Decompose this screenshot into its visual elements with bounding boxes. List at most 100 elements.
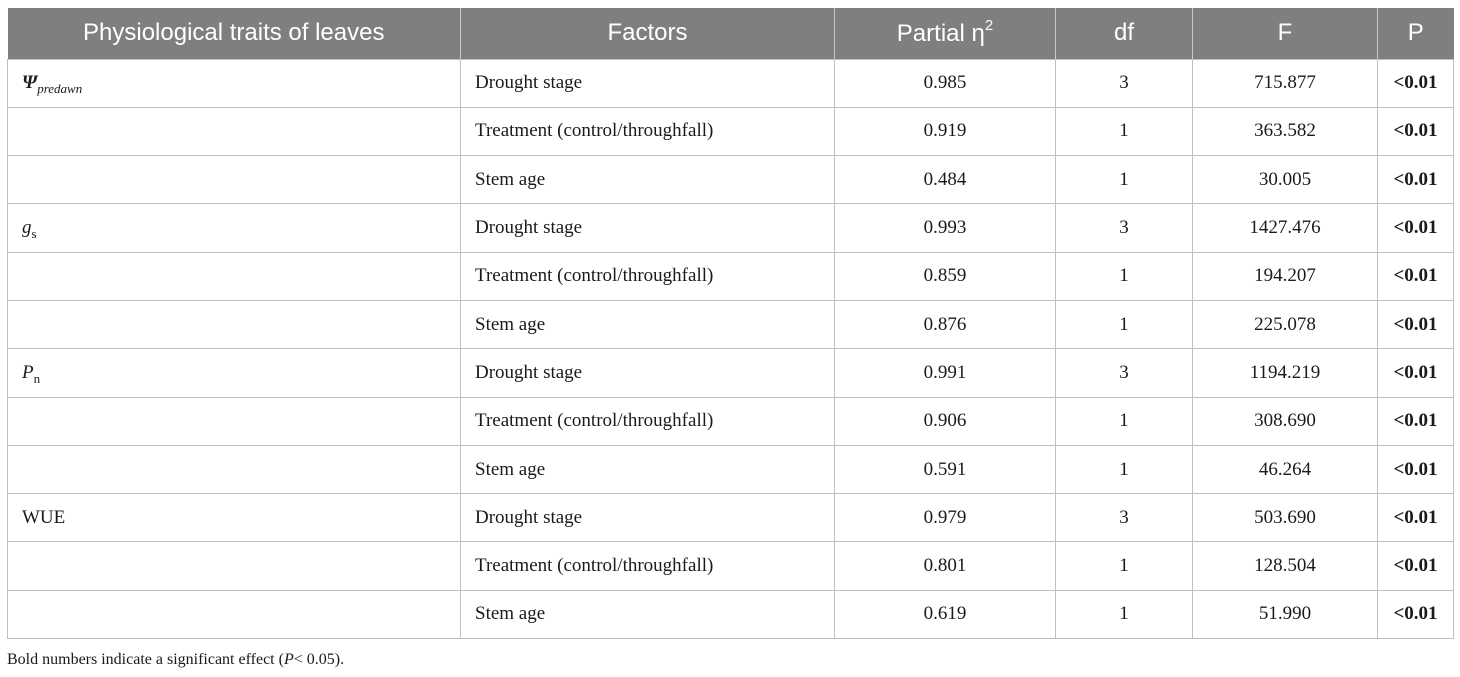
psi-symbol: Ψ xyxy=(22,72,38,94)
table-row: Treatment (control/throughfall) 0.919 1 … xyxy=(7,106,1454,157)
factor-cell: Drought stage xyxy=(460,348,835,398)
eta-cell: 0.906 xyxy=(834,396,1056,446)
factor-cell: Stem age xyxy=(460,155,835,205)
table-row: Pn Drought stage 0.991 3 1194.219 <0.01 xyxy=(7,348,1454,398)
df-cell: 1 xyxy=(1055,106,1193,157)
df-cell: 3 xyxy=(1055,58,1193,108)
trait-cell-pn: Pn xyxy=(7,348,461,398)
df-cell: 1 xyxy=(1055,299,1193,350)
p-cell: <0.01 xyxy=(1377,444,1454,495)
f-cell: 503.690 xyxy=(1192,493,1378,543)
eta-cell: 0.919 xyxy=(834,106,1056,157)
header-f: F xyxy=(1192,8,1378,59)
trait-cell-empty xyxy=(7,106,461,157)
p-cell: <0.01 xyxy=(1377,299,1454,350)
p-cell: <0.01 xyxy=(1377,493,1454,543)
df-cell: 1 xyxy=(1055,396,1193,446)
eta-cell: 0.591 xyxy=(834,444,1056,495)
table-row: Treatment (control/throughfall) 0.801 1 … xyxy=(7,541,1454,591)
trait-cell-empty xyxy=(7,589,461,640)
footnote-text-before: Bold numbers indicate a significant effe… xyxy=(7,651,284,668)
eta-cell: 0.619 xyxy=(834,589,1056,640)
table-row: WUE Drought stage 0.979 3 503.690 <0.01 xyxy=(7,493,1454,543)
f-cell: 363.582 xyxy=(1192,106,1378,157)
f-cell: 225.078 xyxy=(1192,299,1378,350)
factor-cell: Stem age xyxy=(460,299,835,350)
f-cell: 128.504 xyxy=(1192,541,1378,591)
table-row: Stem age 0.876 1 225.078 <0.01 xyxy=(7,299,1454,350)
header-factor: Factors xyxy=(460,8,835,59)
table-row: Stem age 0.591 1 46.264 <0.01 xyxy=(7,444,1454,495)
f-cell: 1427.476 xyxy=(1192,203,1378,253)
df-cell: 1 xyxy=(1055,155,1193,205)
f-cell: 308.690 xyxy=(1192,396,1378,446)
gs-subscript: s xyxy=(31,226,37,242)
header-eta-label: Partial η xyxy=(896,19,985,47)
p-cell: <0.01 xyxy=(1377,106,1454,157)
psi-subscript: predawn xyxy=(37,81,83,97)
table-row: Stem age 0.484 1 30.005 <0.01 xyxy=(7,155,1454,205)
factor-cell: Drought stage xyxy=(460,58,835,108)
table-row: gs Drought stage 0.993 3 1427.476 <0.01 xyxy=(7,203,1454,253)
eta-cell: 0.484 xyxy=(834,155,1056,205)
f-cell: 30.005 xyxy=(1192,155,1378,205)
eta-cell: 0.801 xyxy=(834,541,1056,591)
factor-cell: Treatment (control/throughfall) xyxy=(460,106,835,157)
df-cell: 1 xyxy=(1055,541,1193,591)
header-eta-superscript: 2 xyxy=(984,16,994,34)
trait-cell-empty xyxy=(7,251,461,301)
df-cell: 3 xyxy=(1055,203,1193,253)
factor-cell: Stem age xyxy=(460,589,835,640)
header-df: df xyxy=(1055,8,1193,59)
trait-cell-empty xyxy=(7,299,461,350)
anova-results-table: Physiological traits of leaves Factors P… xyxy=(7,8,1454,640)
f-cell: 51.990 xyxy=(1192,589,1378,640)
p-cell: <0.01 xyxy=(1377,155,1454,205)
trait-cell-psi-predawn: Ψpredawn xyxy=(7,58,461,108)
table-row: Ψpredawn Drought stage 0.985 3 715.877 <… xyxy=(7,58,1454,108)
factor-cell: Treatment (control/throughfall) xyxy=(460,396,835,446)
factor-cell: Treatment (control/throughfall) xyxy=(460,251,835,301)
eta-cell: 0.993 xyxy=(834,203,1056,253)
trait-cell-empty xyxy=(7,155,461,205)
eta-cell: 0.985 xyxy=(834,58,1056,108)
f-cell: 194.207 xyxy=(1192,251,1378,301)
eta-cell: 0.859 xyxy=(834,251,1056,301)
factor-cell: Drought stage xyxy=(460,203,835,253)
df-cell: 1 xyxy=(1055,251,1193,301)
f-cell: 715.877 xyxy=(1192,58,1378,108)
table-row: Stem age 0.619 1 51.990 <0.01 xyxy=(7,589,1454,640)
p-cell: <0.01 xyxy=(1377,348,1454,398)
eta-cell: 0.979 xyxy=(834,493,1056,543)
header-p: P xyxy=(1377,8,1454,59)
footnote-italic-p: P xyxy=(283,651,294,668)
factor-cell: Drought stage xyxy=(460,493,835,543)
df-cell: 1 xyxy=(1055,589,1193,640)
trait-cell-wue: WUE xyxy=(7,493,461,543)
factor-cell: Treatment (control/throughfall) xyxy=(460,541,835,591)
df-cell: 3 xyxy=(1055,493,1193,543)
table-footnote: Bold numbers indicate a significant effe… xyxy=(7,651,344,669)
footnote-text-after: < 0.05). xyxy=(293,651,345,668)
header-trait: Physiological traits of leaves xyxy=(83,19,385,47)
trait-cell-empty xyxy=(7,541,461,591)
pn-subscript: n xyxy=(33,370,41,386)
eta-cell: 0.991 xyxy=(834,348,1056,398)
results-table-container: Physiological traits of leaves Factors P… xyxy=(7,8,1454,640)
pn-symbol: P xyxy=(22,361,34,383)
p-cell: <0.01 xyxy=(1377,251,1454,301)
f-cell: 1194.219 xyxy=(1192,348,1378,398)
p-cell: <0.01 xyxy=(1377,589,1454,640)
table-row: Treatment (control/throughfall) 0.859 1 … xyxy=(7,251,1454,301)
eta-cell: 0.876 xyxy=(834,299,1056,350)
factor-cell: Stem age xyxy=(460,444,835,495)
df-cell: 1 xyxy=(1055,444,1193,495)
p-cell: <0.01 xyxy=(1377,396,1454,446)
df-cell: 3 xyxy=(1055,348,1193,398)
p-cell: <0.01 xyxy=(1377,203,1454,253)
trait-cell-empty xyxy=(7,396,461,446)
p-cell: <0.01 xyxy=(1377,541,1454,591)
trait-cell-empty xyxy=(7,444,461,495)
gs-symbol: g xyxy=(22,217,32,239)
f-cell: 46.264 xyxy=(1192,444,1378,495)
